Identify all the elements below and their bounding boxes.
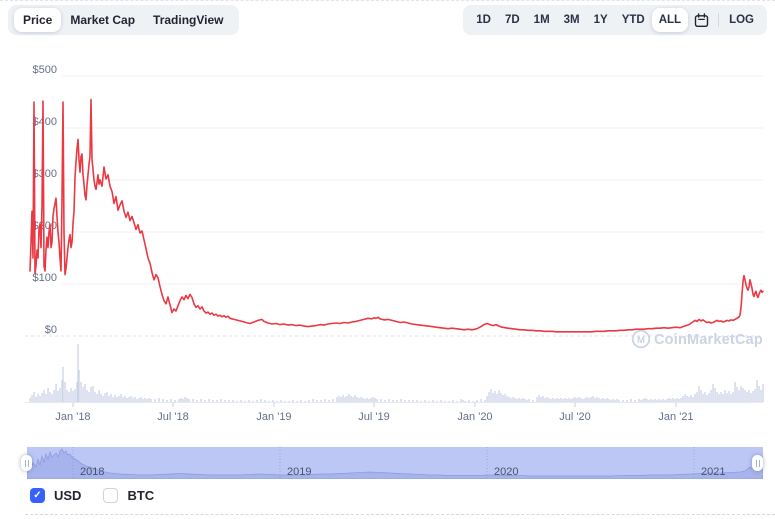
currency-label: BTC bbox=[127, 488, 155, 503]
x-axis-label: Jul '18 bbox=[157, 411, 188, 423]
bottom-divider bbox=[25, 514, 775, 515]
coinmarketcap-logo-icon bbox=[631, 329, 651, 349]
y-axis-label: $300 bbox=[33, 168, 57, 180]
range-button-3m[interactable]: 3M bbox=[563, 14, 580, 26]
y-axis-label: $0 bbox=[45, 324, 57, 336]
year-label: 2021 bbox=[701, 466, 725, 478]
svg-text:M: M bbox=[637, 335, 645, 346]
toolbar-divider bbox=[718, 13, 720, 27]
timeline-minimap: 2018 2019 2020 2021 bbox=[26, 447, 764, 480]
price-line bbox=[29, 98, 764, 333]
x-axis-label: Jul '19 bbox=[358, 411, 389, 423]
range-toolbar: 1D 7D 1M 3M 1Y YTD ALL LOG bbox=[463, 5, 767, 35]
y-axis-label: $100 bbox=[33, 272, 57, 284]
y-axis-label: $400 bbox=[33, 116, 57, 128]
range-button-1m[interactable]: 1M bbox=[533, 14, 550, 26]
currency-toggles: ✓ USD BTC bbox=[30, 488, 154, 503]
volume-bars bbox=[29, 344, 764, 402]
tab-price[interactable]: Price bbox=[14, 8, 62, 32]
scrubber-left-handle[interactable] bbox=[21, 455, 32, 471]
checkbox-unchecked-icon[interactable] bbox=[103, 488, 119, 503]
range-button-all[interactable]: ALL bbox=[651, 8, 689, 32]
x-axis-label: Jan '18 bbox=[55, 411, 90, 423]
year-label: 2018 bbox=[80, 466, 104, 478]
tab-tradingview[interactable]: TradingView bbox=[153, 13, 224, 27]
currency-label: USD bbox=[54, 488, 82, 503]
coinmarketcap-watermark: M CoinMarketCap bbox=[631, 329, 763, 349]
checkbox-checked-icon[interactable]: ✓ bbox=[30, 488, 45, 503]
timeline-scrubber[interactable]: 2018 2019 2020 2021 bbox=[26, 447, 764, 480]
minimap-area bbox=[26, 448, 764, 480]
scrubber-right-handle[interactable] bbox=[752, 455, 763, 471]
range-button-7d[interactable]: 7D bbox=[504, 14, 520, 26]
x-axis-label: Jan '21 bbox=[658, 411, 693, 423]
x-axis-label: Jan '19 bbox=[256, 411, 291, 423]
x-axis-label: Jul '20 bbox=[559, 411, 590, 423]
calendar-icon[interactable] bbox=[688, 8, 715, 32]
range-button-ytd[interactable]: YTD bbox=[621, 14, 645, 26]
chart-type-tabs: Price Market Cap TradingView bbox=[8, 5, 239, 35]
year-label: 2020 bbox=[494, 466, 518, 478]
svg-text:CoinMarketCap: CoinMarketCap bbox=[654, 332, 763, 348]
currency-toggle-btc[interactable]: BTC bbox=[103, 488, 154, 503]
range-button-1y[interactable]: 1Y bbox=[593, 14, 608, 26]
range-button-1d[interactable]: 1D bbox=[476, 14, 491, 26]
tab-market-cap[interactable]: Market Cap bbox=[70, 13, 136, 27]
x-axis-label: Jan '20 bbox=[457, 411, 492, 423]
currency-toggle-usd[interactable]: ✓ USD bbox=[30, 488, 81, 503]
range-buttons: 1D 7D 1M 3M 1Y YTD ALL bbox=[469, 8, 689, 32]
y-axis-label: $500 bbox=[33, 64, 57, 76]
year-label: 2019 bbox=[287, 466, 311, 478]
log-scale-button[interactable]: LOG bbox=[729, 14, 754, 26]
